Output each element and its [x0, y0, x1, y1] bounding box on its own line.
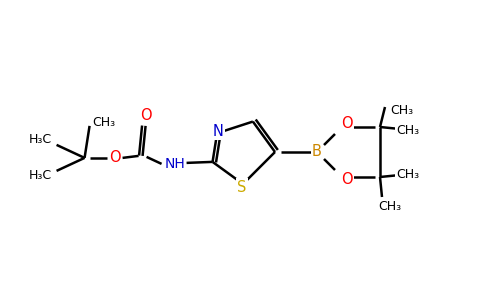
Text: CH₃: CH₃ [391, 104, 413, 118]
Text: O: O [341, 116, 353, 131]
Text: H₃C: H₃C [29, 134, 52, 146]
Text: B: B [312, 145, 322, 160]
Text: H₃C: H₃C [29, 169, 52, 182]
Text: CH₃: CH₃ [396, 167, 420, 181]
Text: S: S [237, 179, 247, 194]
Text: CH₃: CH₃ [396, 124, 420, 136]
Text: NH: NH [164, 157, 185, 171]
Text: CH₃: CH₃ [378, 200, 402, 214]
Text: N: N [212, 124, 224, 139]
Text: O: O [341, 172, 353, 188]
Text: O: O [140, 108, 151, 123]
Text: O: O [109, 150, 121, 165]
Text: CH₃: CH₃ [92, 116, 115, 129]
